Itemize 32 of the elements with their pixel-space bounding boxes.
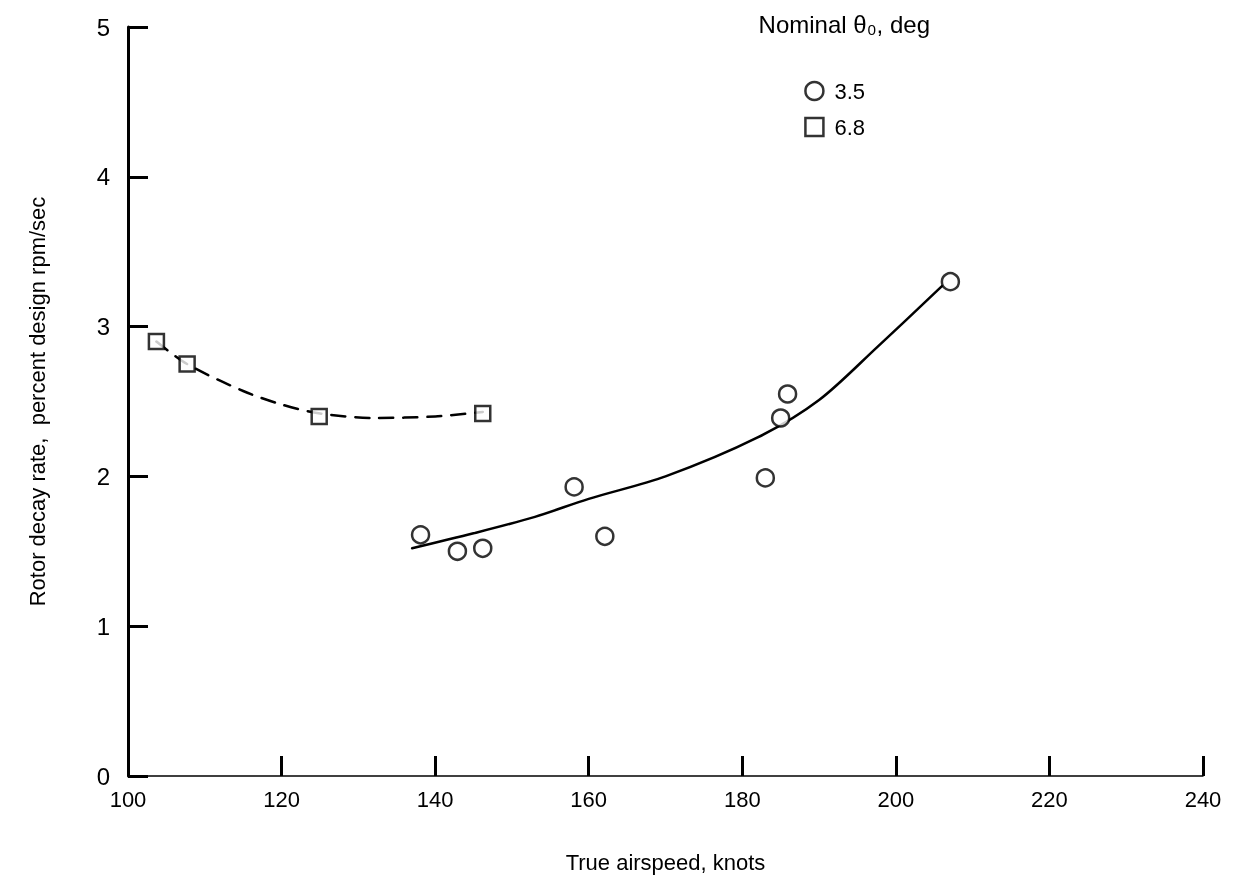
point xyxy=(595,526,615,547)
x-tick-label: 180 xyxy=(723,786,761,812)
x-tick-label: 140 xyxy=(416,786,454,812)
y-tick-label: 0 xyxy=(96,762,110,790)
x-tick-label: 100 xyxy=(109,786,147,812)
x-tick-label: 160 xyxy=(570,786,608,812)
point xyxy=(410,525,431,545)
point xyxy=(447,541,468,562)
point xyxy=(777,384,798,404)
x-tick-label: 120 xyxy=(263,786,300,812)
point xyxy=(473,538,493,559)
y-tick-label: 3 xyxy=(96,313,110,341)
legend-title: Nominal θ₀, deg xyxy=(758,10,930,38)
point xyxy=(310,407,328,426)
y-axis-title: Rotor decay rate, percent design rpm/sec xyxy=(24,196,50,607)
y-tick-label: 5 xyxy=(96,13,110,41)
point xyxy=(940,271,961,292)
point xyxy=(147,332,166,351)
point xyxy=(755,468,776,488)
x-tick-label: 220 xyxy=(1031,786,1068,812)
y-tick-label: 2 xyxy=(96,462,110,490)
point xyxy=(564,477,584,497)
point xyxy=(770,408,791,428)
legend-label: 3.5 xyxy=(834,78,866,104)
x-tick-label: 240 xyxy=(1184,786,1222,812)
point xyxy=(474,404,492,423)
legend-label: 6.8 xyxy=(834,114,866,140)
x-axis-title: True airspeed, knots xyxy=(565,849,766,875)
y-tick-label: 1 xyxy=(96,612,110,640)
point xyxy=(178,355,196,373)
x-tick-label: 200 xyxy=(877,786,915,812)
y-tick-label: 4 xyxy=(96,163,110,191)
